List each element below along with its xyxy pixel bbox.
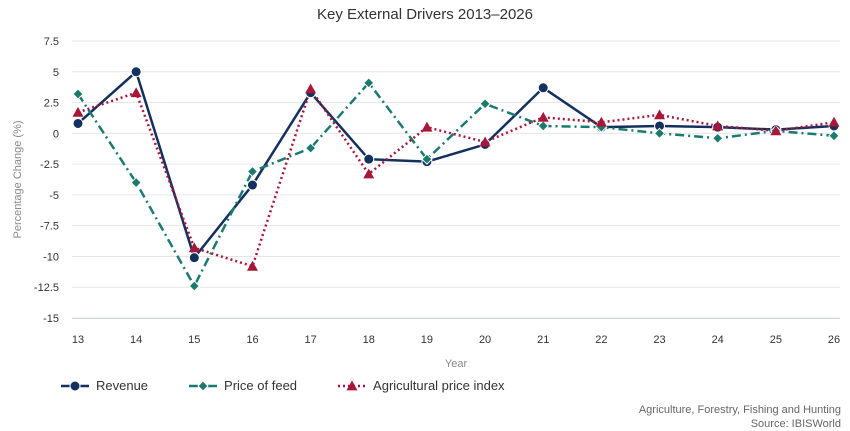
legend-label: Revenue [96,378,149,393]
data-point [246,260,258,271]
x-tick-label: 22 [595,334,607,346]
chart-legend: Revenue Price of feed Agricultural price i… [60,378,505,393]
x-tick-label: 25 [770,334,782,346]
data-point [828,130,840,142]
data-point [653,127,666,140]
x-tick-label: 14 [130,334,142,346]
x-tick-label: 16 [246,334,258,346]
y-tick-label: -12.5 [34,282,59,294]
series-line-0 [77,70,835,259]
data-point [363,153,375,165]
series-line-1 [76,81,835,288]
data-point [537,82,549,94]
data-point [770,125,782,136]
data-point [479,136,491,147]
y-tick-label: 5 [53,67,59,79]
data-point [188,252,200,264]
data-point [188,242,200,253]
data-point [72,106,84,117]
legend-symbol [338,380,367,390]
x-tick-label: 26 [828,334,840,346]
legend-label: Price of feed [224,378,298,393]
data-point [130,66,142,78]
data-point [130,176,142,189]
data-point [537,120,549,132]
y-tick-label: -10 [43,251,59,263]
x-tick-label: 24 [712,334,724,346]
legend-marker [197,379,209,392]
y-tick-label: -2.5 [40,159,59,171]
data-point [712,120,724,131]
x-tick-label: 13 [72,334,84,346]
legend-marker [69,380,81,391]
chart-source: Agriculture, Forestry, Fishing and Hunti… [639,403,841,431]
legend-symbol [61,380,89,391]
y-tick-label: -15 [43,313,59,325]
source-label: Source: IBISWorld [750,418,841,430]
data-point [72,88,84,100]
x-axis-label: Year [445,358,468,370]
series-line-2 [77,87,835,268]
data-point [305,83,317,94]
data-point [421,121,433,132]
industry-label: Agriculture, Forestry, Fishing and Hunti… [638,404,841,416]
x-tick-label: 18 [363,334,375,346]
data-point [188,280,201,292]
x-tick-label: 17 [304,334,316,346]
data-point [304,142,317,154]
data-point [537,111,549,122]
y-tick-label: 2.5 [44,98,59,110]
legend-symbol [189,379,218,392]
x-tick-label: 21 [537,334,549,346]
data-point [654,109,666,120]
y-tick-label: -7.5 [40,221,59,233]
data-point [130,87,142,98]
y-tick-label: 7.5 [44,36,59,48]
legend-item[interactable]: Agricultural price index [337,378,505,393]
legend-item[interactable]: Revenue [60,378,148,393]
legend-label: Agricultural price index [373,378,505,393]
data-point [363,168,375,179]
y-tick-label: -5 [49,190,59,202]
legend-marker [346,380,358,390]
x-tick-label: 19 [421,334,433,346]
data-point [72,117,84,129]
data-point [421,153,433,165]
data-point [246,165,259,178]
chart-title: Key External Drivers 2013–2026 [317,6,533,23]
data-point [479,98,491,110]
data-point [828,116,840,127]
data-point [363,77,375,89]
y-axis-label: Percentage Change (%) [12,120,24,238]
data-point [711,132,724,144]
data-point [246,179,258,191]
y-tick-label: 0 [53,128,59,140]
x-tick-label: 23 [653,334,665,346]
line-chart: 7.5 5 2.5 0 -2.5 -5 -7.5 -10 -12.5 -15 13 14 15 16 17… [12,36,840,370]
data-point [595,116,607,127]
x-tick-label: 15 [188,334,200,346]
x-tick-label: 20 [479,334,491,346]
legend-item[interactable]: Price of feed [188,378,297,393]
